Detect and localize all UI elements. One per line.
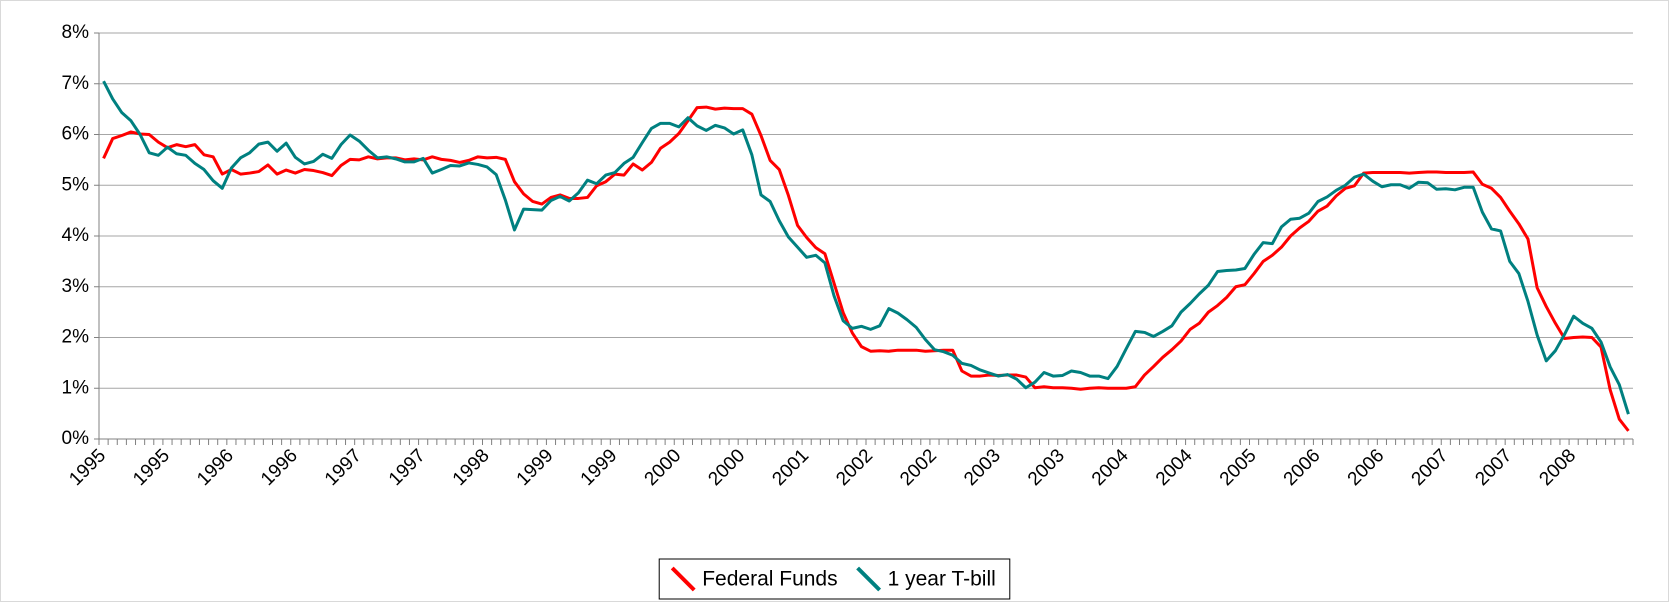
y-tick-label: 3% (62, 276, 90, 297)
y-tick-label: 2% (62, 327, 90, 348)
y-tick-label: 8% (62, 22, 90, 43)
legend-swatch (856, 566, 882, 592)
y-tick-label: 5% (62, 174, 90, 195)
legend-swatch (670, 566, 696, 592)
y-tick-label: 1% (62, 377, 90, 398)
y-tick-label: 0% (62, 428, 90, 449)
legend-label: 1 year T-bill (888, 568, 996, 591)
legend-box (658, 558, 1011, 600)
series-line (102, 80, 1630, 415)
legend-label: Federal Funds (702, 568, 837, 591)
y-tick-label: 6% (62, 124, 90, 145)
legend: Federal Funds 1 year T-bill (658, 558, 1011, 600)
series-line (102, 105, 1630, 432)
y-tick-label: 7% (62, 73, 90, 94)
y-tick-label: 4% (62, 225, 90, 246)
